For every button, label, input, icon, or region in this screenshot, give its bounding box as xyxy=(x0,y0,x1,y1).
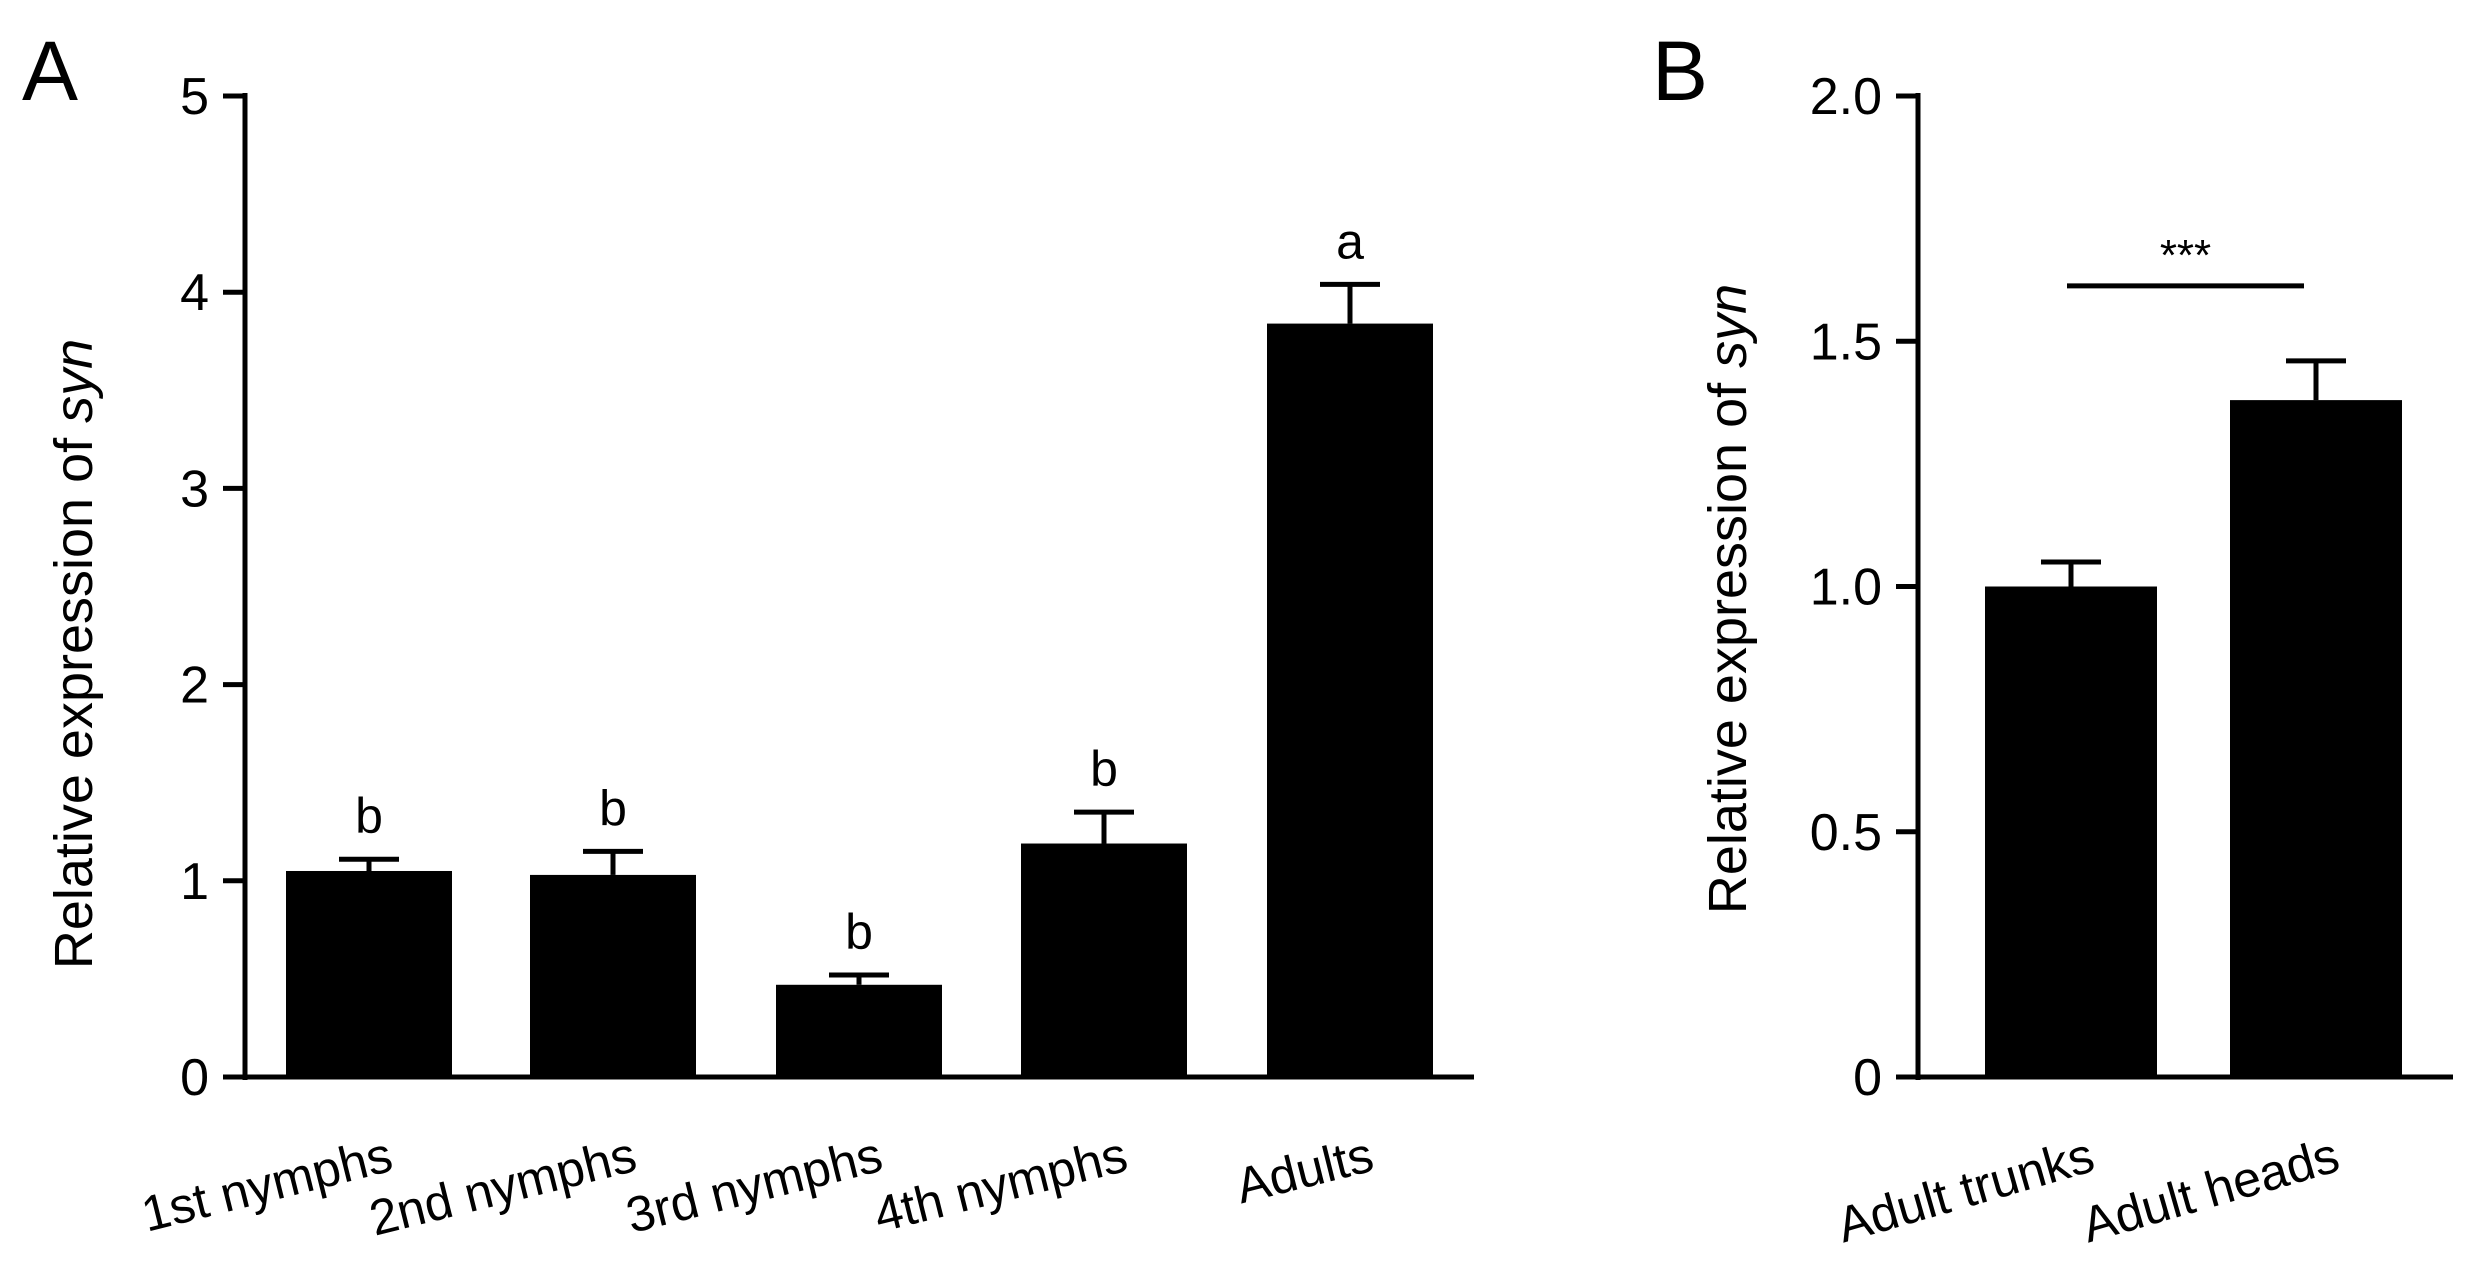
x-tick-label-adults: Adults xyxy=(1230,1126,1378,1214)
bar-1st-nymphs xyxy=(286,870,452,1077)
y-tick-label: 3 xyxy=(180,460,209,518)
panel-b: B Relative expression of syn 0 0.5 1.0 1.5 2… xyxy=(1652,24,2453,1253)
y-tick-label: 2.0 xyxy=(1810,68,1882,126)
panel-a-error-bars xyxy=(339,281,1380,985)
bar-4th-nymphs xyxy=(1021,843,1187,1077)
panel-a-significance-letters: b b b b a xyxy=(355,213,1364,960)
significance-letter: b xyxy=(1090,741,1118,797)
y-tick-label: 2 xyxy=(180,657,209,715)
significance-letter: a xyxy=(1336,213,1364,269)
x-tick-label-2nd-nymphs: 2nd nymphs xyxy=(364,1126,642,1246)
y-tick-label: 0.5 xyxy=(1810,804,1882,862)
panel-b-y-ticks: 0 0.5 1.0 1.5 2.0 xyxy=(1810,68,1918,1107)
bar-adults xyxy=(1267,323,1433,1077)
x-tick-label-3rd-nymphs: 3rd nymphs xyxy=(621,1126,888,1244)
x-tick-label-adult-heads: Adult heads xyxy=(2076,1127,2345,1254)
bar-adult-heads xyxy=(2230,400,2402,1077)
x-tick-label-4th-nymphs: 4th nymphs xyxy=(868,1126,1132,1243)
significance-letter: b xyxy=(355,788,383,844)
panel-b-significance-stars: *** xyxy=(2160,231,2211,280)
panel-b-error-bars xyxy=(2041,358,2346,587)
y-tick-label: 5 xyxy=(180,68,209,126)
y-tick-label: 0 xyxy=(1853,1049,1882,1107)
panel-b-y-axis-label: Relative expression of syn xyxy=(1698,284,1758,914)
bar-adult-trunks xyxy=(1985,586,2157,1077)
panel-a-label: A xyxy=(22,24,78,118)
panel-b-bars xyxy=(1985,400,2402,1077)
x-tick-label-adult-trunks: Adult trunks xyxy=(1831,1127,2100,1254)
panel-a-bars xyxy=(286,323,1433,1077)
y-tick-label: 1.0 xyxy=(1810,559,1882,617)
panel-a-y-axis-label: Relative expression of syn xyxy=(44,339,104,969)
y-tick-label: 4 xyxy=(180,264,209,322)
x-tick-label-1st-nymphs: 1st nymphs xyxy=(136,1126,398,1242)
significance-letter: b xyxy=(599,780,627,836)
y-tick-label: 0 xyxy=(180,1049,209,1107)
y-tick-label: 1 xyxy=(180,853,209,911)
panel-b-label: B xyxy=(1652,24,1708,118)
significance-letter: b xyxy=(845,904,873,960)
panel-a-y-ticks: 0 1 2 3 4 5 xyxy=(180,68,245,1107)
y-tick-label: 1.5 xyxy=(1810,313,1882,371)
bar-2nd-nymphs xyxy=(530,874,696,1077)
bar-3rd-nymphs xyxy=(776,984,942,1077)
